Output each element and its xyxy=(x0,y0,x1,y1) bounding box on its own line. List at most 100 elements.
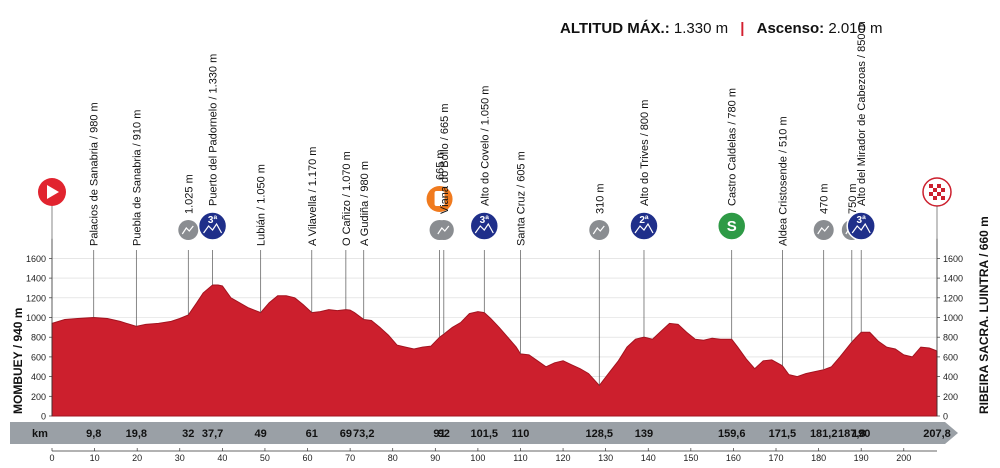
annotation-label: Alto do Covelo / 1.050 m xyxy=(479,86,491,206)
checker-square xyxy=(933,188,937,192)
km-band-arrow xyxy=(945,422,958,444)
checker-square xyxy=(937,192,941,196)
y-tick-label-right: 1000 xyxy=(943,313,963,323)
km-mark-label: 19,8 xyxy=(126,428,147,440)
annotation-label: Lubián / 1.050 m xyxy=(256,164,268,246)
x-tick-label: 20 xyxy=(132,453,142,463)
y-tick-label-left: 0 xyxy=(41,412,46,422)
x-tick-label: 80 xyxy=(388,453,398,463)
finish-town-label: RIBEIRA SACRA. LUINTRA / 660 m xyxy=(977,216,991,414)
km-band xyxy=(10,422,945,444)
badge-text: S xyxy=(727,218,737,235)
x-tick-label: 10 xyxy=(90,453,100,463)
km-mark-label: 207,8 xyxy=(923,428,951,440)
y-tick-label-right: 200 xyxy=(943,392,958,402)
annotation-label: 470 m xyxy=(819,183,831,214)
terrain-icon xyxy=(437,225,450,235)
x-tick-label: 150 xyxy=(683,453,698,463)
annotation-label: 750 m xyxy=(847,183,859,214)
checker-square xyxy=(941,196,945,200)
checker-square xyxy=(941,188,945,192)
km-mark-label: 110 xyxy=(512,428,530,440)
x-tick-label: 30 xyxy=(175,453,185,463)
header-separator: | xyxy=(740,20,745,37)
y-tick-label-right: 0 xyxy=(943,412,948,422)
km-band-label: km xyxy=(32,428,48,440)
x-tick-label: 200 xyxy=(896,453,911,463)
x-tick-label: 60 xyxy=(303,453,313,463)
km-mark-label: 190 xyxy=(852,428,870,440)
terrain-icon xyxy=(817,225,830,235)
km-mark-label: 92 xyxy=(438,428,450,440)
km-mark-label: 128,5 xyxy=(586,428,614,440)
terrain-icon xyxy=(181,225,194,235)
km-mark-label: 37,7 xyxy=(202,428,223,440)
y-tick-label-right: 1600 xyxy=(943,254,963,264)
annotation-label: 665 m xyxy=(435,149,447,180)
km-mark-label: 187,8 xyxy=(838,428,866,440)
x-tick-label: 140 xyxy=(641,453,656,463)
badge-text: 3ª xyxy=(857,215,867,226)
mountain-icon xyxy=(203,222,223,234)
annotation-label: Aldea Cristosende / 510 m xyxy=(777,116,789,246)
x-tick-label: 40 xyxy=(217,453,227,463)
annotation-label: Castro Caldelas / 780 m xyxy=(727,88,739,206)
annotation-label: A Vilavella / 1.170 m xyxy=(307,147,319,246)
annotation-label: 1.025 m xyxy=(183,174,195,214)
annotation-label: Puerto del Padornelo / 1.330 m xyxy=(208,54,220,206)
climb-category-badge xyxy=(469,211,500,241)
y-tick-label-right: 400 xyxy=(943,372,958,382)
max-altitude-label: ALTITUD MÁX.: xyxy=(560,20,670,37)
badge-text: 3ª xyxy=(480,215,490,226)
y-tick-label-right: 1400 xyxy=(943,274,963,284)
annotation-label: O Cañizo / 1.070 m xyxy=(341,151,353,246)
km-mark-label: 69 xyxy=(340,428,352,440)
finish-flag-marker xyxy=(922,177,952,207)
annotation-label: Viana do Bollo / 665 m xyxy=(439,104,451,214)
y-tick-label-right: 800 xyxy=(943,333,958,343)
climb-category-badge xyxy=(197,211,228,241)
x-tick-label: 70 xyxy=(345,453,355,463)
checker-square xyxy=(929,184,933,188)
start-town-label: MOMBUEY / 940 m xyxy=(11,308,25,414)
annotation-label: 310 m xyxy=(594,183,606,214)
checker-square xyxy=(933,196,937,200)
sprint-badge xyxy=(716,211,747,241)
y-tick-label-left: 1600 xyxy=(26,254,46,264)
mountain-icon xyxy=(634,222,654,234)
annotation-label: Santa Cruz / 605 m xyxy=(515,151,527,246)
annotation-label: Puebla de Sanabria / 910 m xyxy=(131,110,143,246)
checker-square xyxy=(929,192,933,196)
y-tick-label-left: 1400 xyxy=(26,274,46,284)
x-tick-label: 180 xyxy=(811,453,826,463)
annotation-label: Alto del Mirador de Cabezoas / 850 m xyxy=(856,21,868,206)
km-mark-label: 49 xyxy=(255,428,267,440)
mountain-icon xyxy=(474,222,494,234)
x-tick-label: 160 xyxy=(726,453,741,463)
annotation-label: Palacios de Sanabria / 980 m xyxy=(89,102,101,246)
terrain-icon xyxy=(592,225,605,235)
total-climb-value: 2.010 m xyxy=(828,20,883,37)
km-mark-label: 101,5 xyxy=(471,428,499,440)
x-tick-label: 170 xyxy=(768,453,783,463)
km-mark-label: 91 xyxy=(433,428,445,440)
x-tick-label: 50 xyxy=(260,453,270,463)
y-tick-label-left: 1000 xyxy=(26,313,46,323)
y-tick-label-left: 800 xyxy=(31,333,46,343)
km-mark-label: 32 xyxy=(182,428,194,440)
y-tick-label-left: 600 xyxy=(31,352,46,362)
annotation-label: Alto do Trives / 800 m xyxy=(639,100,651,206)
climb-category-badge xyxy=(629,211,659,241)
max-altitude-value: 1.330 m xyxy=(673,20,729,37)
x-tick-label: 110 xyxy=(513,453,527,463)
km-mark-label: 171,5 xyxy=(769,428,797,440)
x-tick-label: 0 xyxy=(49,453,54,463)
x-tick-label: 100 xyxy=(470,453,485,463)
x-tick-label: 190 xyxy=(854,453,869,463)
km-mark-label: 139 xyxy=(635,428,653,440)
bottle-icon xyxy=(434,191,445,206)
km-mark-label: 61 xyxy=(306,428,318,440)
total-climb-label: Ascenso: xyxy=(756,20,825,37)
y-tick-label-left: 1200 xyxy=(26,293,46,303)
